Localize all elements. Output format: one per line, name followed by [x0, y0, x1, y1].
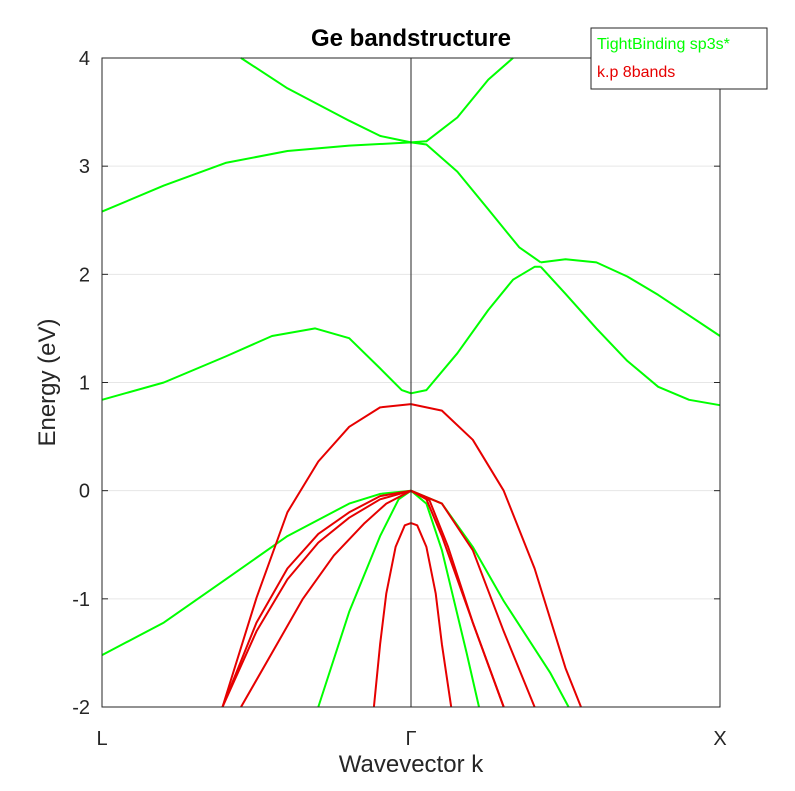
series-line-9: [221, 489, 505, 708]
y-tick-label: -2: [72, 697, 90, 719]
legend: TightBinding sp3s* k.p 8bands: [590, 27, 768, 90]
series-line-1: [101, 141, 542, 264]
legend-entry-tightbinding: TightBinding sp3s*: [597, 36, 730, 53]
series-line-3: [101, 265, 541, 401]
chart-title: Ge bandstructure: [311, 25, 511, 52]
x-tick-label: L: [96, 728, 107, 750]
x-tick-label: Γ: [405, 728, 416, 750]
series-line-8: [240, 489, 505, 708]
series-line-7: [221, 489, 536, 708]
series-line-5: [101, 489, 570, 708]
series-line-4: [540, 266, 721, 407]
series-line-11: [221, 403, 582, 708]
x-axis-label: Wavevector k: [339, 751, 484, 778]
series-line-0: [240, 57, 514, 144]
y-tick-label: 0: [79, 481, 90, 503]
y-tick-label: 4: [79, 48, 90, 70]
series-line-2: [540, 258, 721, 337]
y-tick-label: 3: [79, 156, 90, 178]
y-tick-label: -1: [72, 589, 90, 611]
legend-entry-kp: k.p 8bands: [597, 64, 675, 81]
y-tick-label: 2: [79, 264, 90, 286]
y-axis-label: Energy (eV): [34, 318, 61, 446]
y-tick-label: 1: [79, 373, 90, 395]
series-line-10: [372, 522, 453, 708]
ticks: -2 -1 0 1 2 3 4 L Γ X: [72, 48, 726, 750]
legend-box: [590, 27, 768, 90]
x-tick-label: X: [713, 728, 726, 750]
